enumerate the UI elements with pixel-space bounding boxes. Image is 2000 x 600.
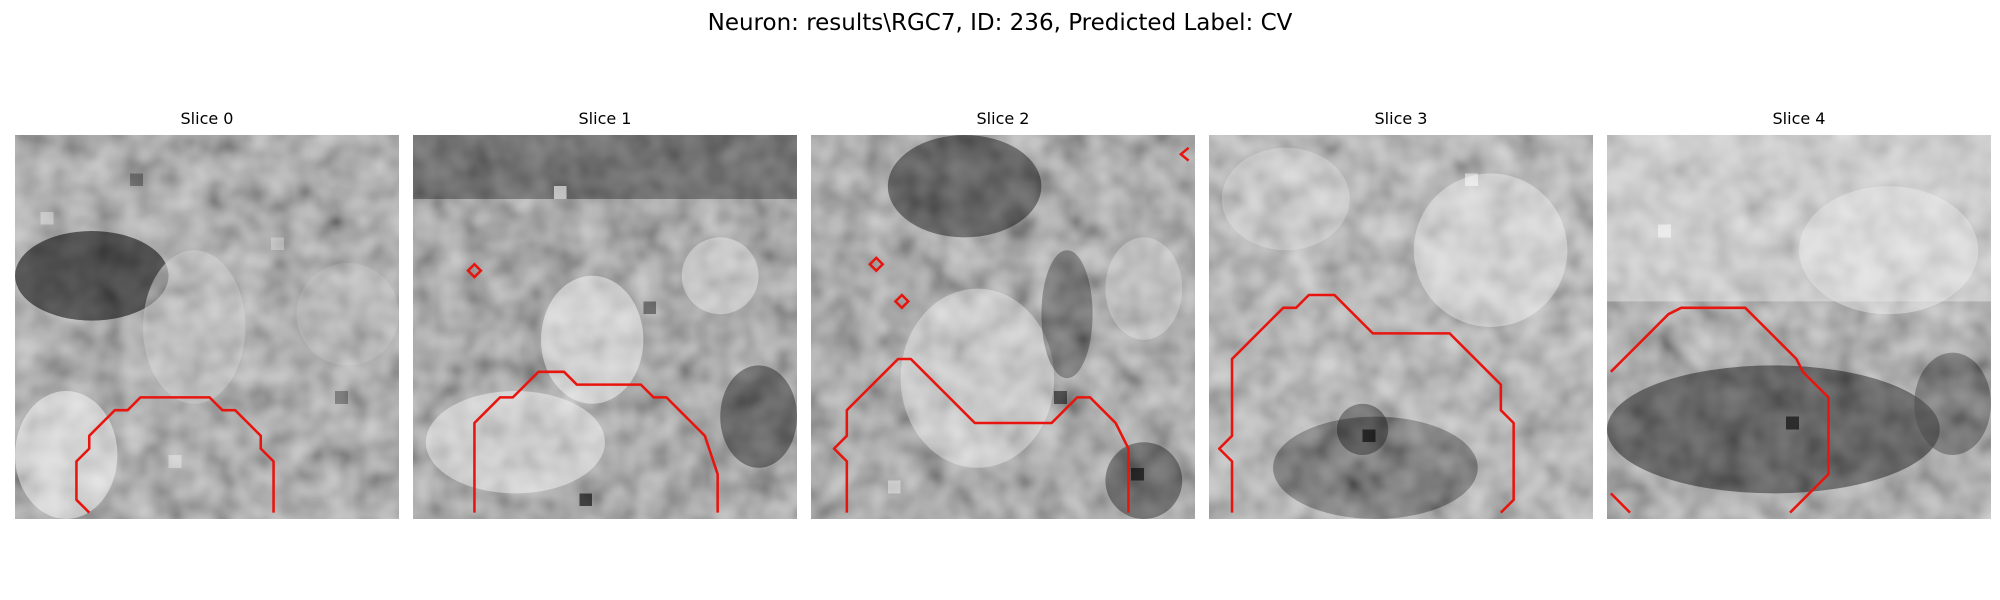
panel-title-slice-4: Slice 4 [1607,109,1991,129]
slice-image-4 [1607,135,1991,519]
slice-image-3 [1209,135,1593,519]
slice-image-0 [15,135,399,519]
panel-title-slice-0: Slice 0 [15,109,399,129]
slice-image-1 [413,135,797,519]
slice-image-2 [811,135,1195,519]
panel-title-slice-3: Slice 3 [1209,109,1593,129]
panel-title-slice-1: Slice 1 [413,109,797,129]
figure-title: Neuron: results\RGC7, ID: 236, Predicted… [0,8,2000,38]
panel-title-slice-2: Slice 2 [811,109,1195,129]
